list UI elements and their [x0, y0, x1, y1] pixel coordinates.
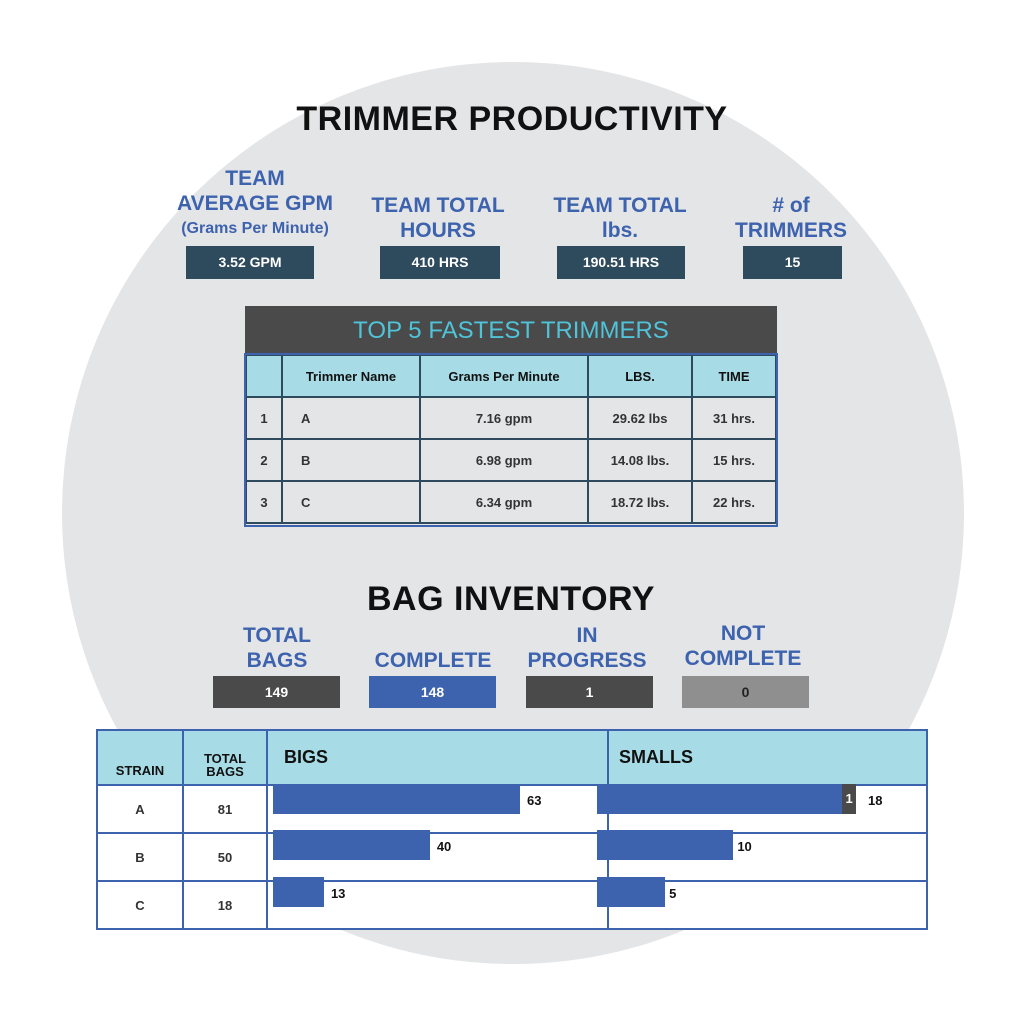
table-header-cell: LBS.	[587, 354, 693, 398]
table-cell-time: 22 hrs.	[691, 480, 777, 524]
inv-label-total-bags: TOTAL BAGS	[200, 623, 354, 673]
table-row: 2 B 6.98 gpm 14.08 lbs. 15 hrs.	[245, 438, 777, 482]
stat-label-total-lbs: TEAM TOTAL lbs.	[540, 193, 700, 243]
bigs-bar-label: 13	[330, 886, 346, 901]
table-header-cell: TIME	[691, 354, 777, 398]
stat-label-line: TEAM	[225, 167, 285, 190]
table-cell-rank: 1	[245, 396, 283, 440]
inv-value-not-complete: 0	[682, 676, 809, 708]
header-strain: STRAIN	[96, 729, 184, 786]
header-line: TOTAL	[203, 751, 247, 766]
table-row: 3 C 6.34 gpm 18.72 lbs. 22 hrs.	[245, 480, 777, 524]
stat-label-line: TOTAL	[242, 624, 312, 647]
table-header-cell	[245, 354, 283, 398]
smalls-bar	[597, 830, 734, 860]
table-cell-name: B	[281, 438, 421, 482]
table-cell-rank: 3	[245, 480, 283, 524]
stat-label-line: HOURS	[400, 219, 476, 242]
fastest-trimmers-title: TOP 5 FASTEST TRIMMERS	[245, 306, 777, 354]
table-cell-rank: 2	[245, 438, 283, 482]
inv-label-not-complete: NOT COMPLETE	[666, 621, 820, 671]
stat-label-line: lbs.	[601, 219, 639, 242]
table-row: 1 A 7.16 gpm 29.62 lbs 31 hrs.	[245, 396, 777, 440]
fastest-trimmers-table: Trimmer Name Grams Per Minute LBS. TIME …	[245, 354, 777, 524]
smalls-bar	[597, 784, 843, 814]
table-header-row: Trimmer Name Grams Per Minute LBS. TIME	[245, 354, 777, 398]
stat-value-total-lbs: 190.51 HRS	[557, 246, 685, 279]
table-row: B 50	[96, 832, 928, 882]
stat-label-line: # of	[772, 194, 810, 217]
cell-strain: C	[96, 880, 184, 930]
smalls-bar-label: 18	[868, 793, 883, 808]
smalls-bar-label: 5	[669, 886, 677, 901]
inv-label-in-progress: IN PROGRESS	[510, 623, 664, 673]
table-cell-name: A	[281, 396, 421, 440]
stat-label-line: TRIMMERS	[735, 219, 847, 242]
table-cell-gpm: 6.98 gpm	[419, 438, 589, 482]
inv-value-total-bags: 149	[213, 676, 340, 708]
table-cell-lbs: 18.72 lbs.	[587, 480, 693, 524]
cell-strain: B	[96, 832, 184, 882]
table-cell-gpm: 7.16 gpm	[419, 396, 589, 440]
stat-label-line: TEAM TOTAL	[553, 194, 687, 217]
bigs-bar-label: 40	[436, 839, 452, 854]
stat-label-line: NOT	[720, 622, 766, 645]
stat-value-avg-gpm: 3.52 GPM	[186, 246, 314, 279]
smalls-bar-label: 10	[737, 839, 752, 854]
table-header-row: STRAIN TOTAL BAGS BIGS SMALLS	[96, 729, 928, 786]
stat-label-line: PROGRESS	[527, 649, 647, 672]
stat-sublabel: (Grams Per Minute)	[181, 220, 329, 237]
inv-value-complete: 148	[369, 676, 496, 708]
stat-label-line: AVERAGE GPM	[177, 192, 333, 215]
cell-total-bags: 50	[182, 832, 268, 882]
header-line: BAGS	[206, 764, 244, 779]
stat-label-line: COMPLETE	[374, 649, 492, 672]
table-header-cell: Trimmer Name	[281, 354, 421, 398]
table-cell-name: C	[281, 480, 421, 524]
cell-total-bags: 81	[182, 784, 268, 834]
table-cell-lbs: 14.08 lbs.	[587, 438, 693, 482]
table-cell-lbs: 29.62 lbs	[587, 396, 693, 440]
cell-total-bags: 18	[182, 880, 268, 930]
smalls-in-progress-bar: 1	[842, 784, 856, 814]
stat-label-avg-gpm: TEAM AVERAGE GPM (Grams Per Minute)	[160, 166, 350, 241]
bigs-bar-label: 63	[527, 793, 542, 808]
productivity-title: TRIMMER PRODUCTIVITY	[296, 100, 728, 138]
stat-value-total-hours: 410 HRS	[380, 246, 500, 279]
inv-label-complete: COMPLETE	[356, 623, 510, 673]
table-cell-gpm: 6.34 gpm	[419, 480, 589, 524]
table-header-cell: Grams Per Minute	[419, 354, 589, 398]
table-row: C 18	[96, 880, 928, 930]
stat-label-line: COMPLETE	[684, 647, 802, 670]
header-bigs: BIGS	[266, 729, 609, 786]
stat-value-trimmers: 15	[743, 246, 842, 279]
stat-label-line: TEAM TOTAL	[371, 194, 505, 217]
header-smalls: SMALLS	[607, 729, 928, 786]
strain-table: STRAIN TOTAL BAGS BIGS SMALLS A 81 B 50 …	[96, 729, 928, 930]
table-cell-time: 31 hrs.	[691, 396, 777, 440]
header-total-bags: TOTAL BAGS	[182, 729, 268, 786]
stat-label-total-hours: TEAM TOTAL HOURS	[358, 193, 518, 243]
stat-label-trimmers: # of TRIMMERS	[716, 193, 866, 243]
inv-value-in-progress: 1	[526, 676, 653, 708]
stat-label-line: BAGS	[246, 649, 308, 672]
cell-strain: A	[96, 784, 184, 834]
bigs-bar	[273, 877, 324, 907]
smalls-bar	[597, 877, 666, 907]
table-cell-time: 15 hrs.	[691, 438, 777, 482]
bigs-bar	[273, 830, 430, 860]
stat-label-line: IN	[576, 624, 598, 647]
bigs-bar	[273, 784, 520, 814]
inventory-title: BAG INVENTORY	[367, 580, 655, 618]
